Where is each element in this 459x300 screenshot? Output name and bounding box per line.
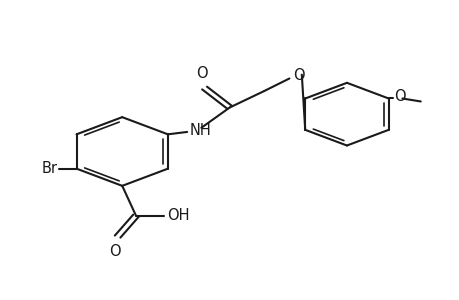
Text: NH: NH: [189, 123, 211, 138]
Text: O: O: [292, 68, 304, 83]
Text: O: O: [394, 89, 405, 104]
Text: OH: OH: [166, 208, 189, 223]
Text: O: O: [109, 244, 121, 259]
Text: Br: Br: [41, 161, 57, 176]
Text: O: O: [196, 67, 207, 82]
